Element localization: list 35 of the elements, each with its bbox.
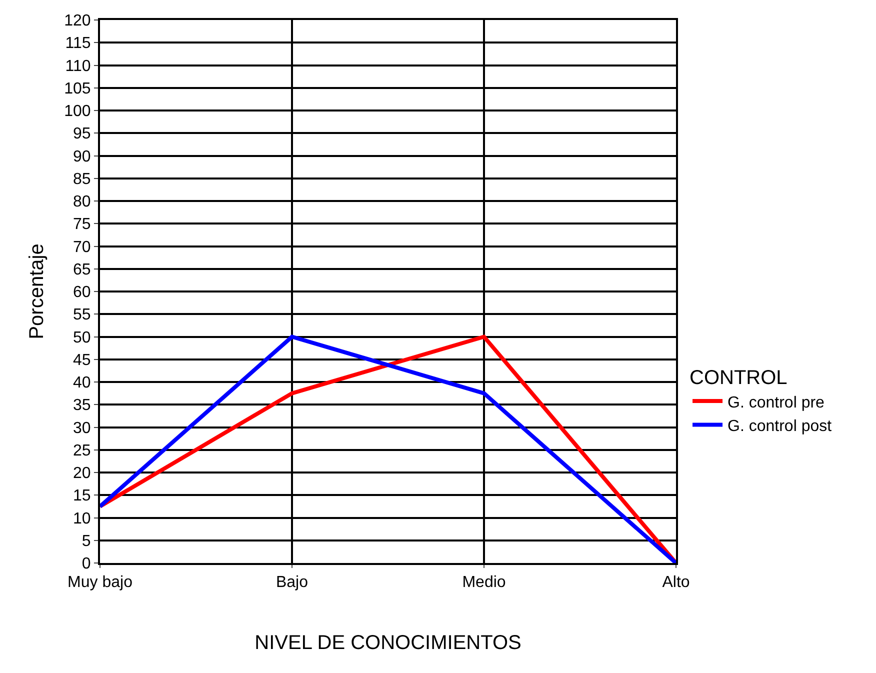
- y-tick-label: 35: [73, 397, 91, 414]
- y-tick-label: 5: [82, 532, 91, 550]
- x-axis-title: NIVEL DE CONOCIMIENTOS: [254, 632, 522, 654]
- y-tick-label: 60: [73, 284, 91, 302]
- y-axis-title: Porcentaje: [26, 244, 48, 340]
- y-tick-label: 75: [73, 216, 91, 234]
- y-tick-label: 65: [73, 261, 91, 278]
- line-series: [100, 334, 676, 563]
- x-tick-label: Medio: [462, 574, 506, 592]
- y-tick-label: 50: [73, 329, 91, 346]
- x-tick-label: Alto: [662, 574, 690, 592]
- y-tick-label: 115: [65, 35, 91, 52]
- y-tick-label: 45: [73, 352, 91, 369]
- y-tick-label: 120: [64, 12, 91, 30]
- y-tick-label: 100: [64, 103, 91, 120]
- y-tick-label: 0: [82, 556, 91, 573]
- x-tick-label: Bajo: [276, 574, 308, 592]
- y-tick-label: 85: [73, 170, 91, 188]
- y-tick-label: 10: [73, 510, 91, 528]
- y-tick-label: 55: [73, 306, 91, 324]
- legend-title: CONTROL: [690, 367, 788, 390]
- y-tick-label: 90: [73, 148, 91, 166]
- legend-label: G. control post: [728, 418, 832, 436]
- y-tick-label: 95: [73, 126, 91, 143]
- x-tick-label: Muy bajo: [68, 574, 133, 592]
- y-tick-label: 25: [73, 442, 91, 460]
- y-tick-label: 30: [73, 420, 91, 437]
- y-tick-label: 40: [73, 374, 91, 392]
- y-tick-label: 20: [73, 465, 91, 482]
- y-tick-label: 70: [73, 238, 91, 256]
- y-tick-label: 15: [73, 488, 91, 505]
- legend-label: G. control pre: [728, 394, 825, 412]
- y-tick-label: 110: [65, 58, 91, 75]
- y-tick-label: 105: [64, 80, 91, 98]
- y-tick-label: 80: [73, 194, 91, 211]
